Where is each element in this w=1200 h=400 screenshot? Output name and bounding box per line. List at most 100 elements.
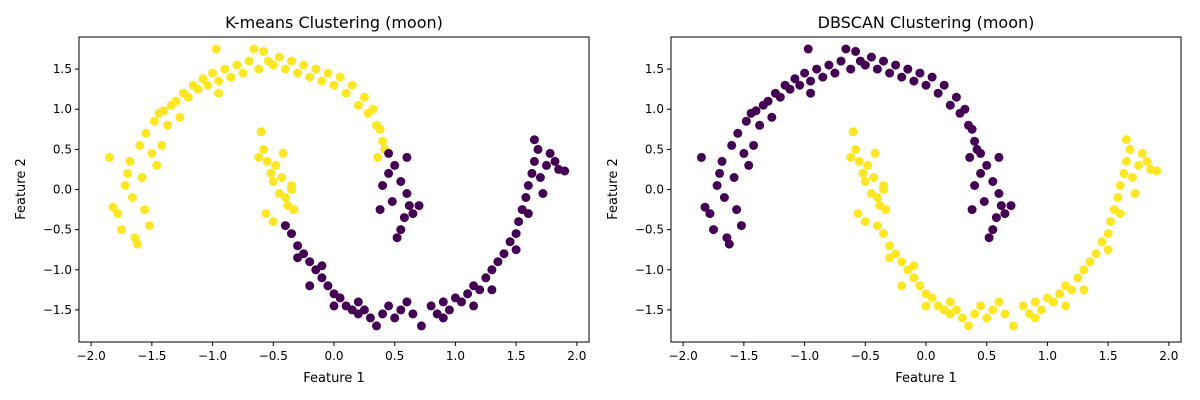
scatter-point bbox=[739, 148, 749, 158]
scatter-point bbox=[1000, 309, 1010, 319]
scatter-point bbox=[979, 197, 989, 206]
scatter-point bbox=[1000, 209, 1010, 219]
scatter-point bbox=[869, 173, 879, 182]
scatter-point bbox=[317, 273, 327, 283]
scatter-point bbox=[976, 168, 986, 178]
scatter-point bbox=[493, 257, 503, 267]
scatter-point bbox=[1113, 193, 1123, 202]
scatter-point bbox=[396, 225, 406, 235]
y-tick-label: 0.0 bbox=[53, 183, 72, 197]
scatter-point bbox=[853, 209, 863, 219]
scatter-point bbox=[341, 88, 351, 98]
scatter-point bbox=[1073, 273, 1083, 283]
scatter-point bbox=[885, 253, 895, 263]
scatter-point bbox=[933, 88, 943, 98]
scatter-point bbox=[408, 209, 418, 219]
scatter-point bbox=[365, 313, 375, 323]
scatter-point bbox=[280, 221, 290, 231]
scatter-point bbox=[705, 209, 715, 219]
scatter-point bbox=[960, 104, 970, 114]
scatter-point bbox=[254, 64, 264, 74]
scatter-point bbox=[1079, 265, 1089, 275]
scatter-point bbox=[1061, 301, 1071, 311]
scatter-point bbox=[375, 205, 385, 215]
scatter-point bbox=[390, 160, 400, 170]
scatter-point bbox=[183, 92, 193, 102]
scatter-point bbox=[144, 221, 154, 231]
y-tick-label: 0.5 bbox=[53, 142, 72, 156]
scatter-point bbox=[280, 64, 290, 74]
scatter-point bbox=[226, 72, 236, 82]
scatter-point bbox=[872, 193, 882, 202]
scatter-point bbox=[767, 112, 777, 122]
scatter-point bbox=[329, 301, 339, 311]
scatter-point bbox=[879, 185, 888, 194]
scatter-point bbox=[311, 64, 321, 74]
scatter-point bbox=[712, 181, 722, 190]
scatter-point bbox=[1049, 297, 1058, 307]
scatter-point bbox=[152, 160, 162, 170]
scatter-point bbox=[542, 160, 551, 170]
scatter-point bbox=[359, 92, 369, 102]
scatter-point bbox=[715, 168, 725, 178]
scatter-point bbox=[396, 305, 406, 315]
y-tick-label: −1.5 bbox=[635, 303, 664, 317]
scatter-point bbox=[171, 96, 181, 106]
scatter-point bbox=[1103, 229, 1113, 239]
scatter-point bbox=[994, 189, 1004, 198]
scatter-point bbox=[897, 257, 907, 267]
scatter-point bbox=[426, 301, 436, 311]
x-tick-label: 2.0 bbox=[567, 349, 586, 363]
scatter-point bbox=[795, 80, 805, 90]
scatter-point bbox=[353, 297, 363, 307]
scatter-point bbox=[457, 297, 466, 307]
scatter-point bbox=[970, 181, 980, 190]
scatter-point bbox=[751, 106, 761, 116]
scatter-point bbox=[550, 156, 560, 166]
scatter-point bbox=[261, 209, 271, 219]
scatter-point bbox=[254, 152, 264, 162]
scatter-point bbox=[317, 261, 327, 271]
x-ticks: −2.0 −1.5 −1.0 −0.5 0.0 0.5 1.0 1.5 2.0 bbox=[77, 342, 586, 363]
scatter-point bbox=[438, 313, 448, 323]
scatter-point bbox=[1106, 217, 1116, 227]
scatter-point bbox=[921, 80, 931, 90]
scatter-point bbox=[903, 64, 913, 74]
scatter-point bbox=[982, 160, 992, 170]
scatter-point bbox=[329, 80, 339, 90]
scatter-point bbox=[763, 96, 773, 106]
scatter-point bbox=[957, 313, 967, 323]
scatter-point bbox=[529, 156, 539, 166]
scatter-point bbox=[147, 148, 157, 158]
x-ticks: −2.0 −1.5 −1.0 −0.5 0.0 0.5 1.0 1.5 2.0 bbox=[669, 342, 1178, 363]
scatter-point bbox=[463, 289, 473, 299]
scatter-point bbox=[863, 160, 873, 170]
scatter-point bbox=[909, 76, 919, 86]
scatter-point bbox=[387, 197, 397, 206]
scatter-point bbox=[696, 152, 706, 162]
scatter-point bbox=[378, 136, 388, 146]
scatter-point bbox=[741, 116, 751, 126]
scatter-point bbox=[1085, 257, 1095, 267]
scatter-point bbox=[232, 60, 242, 70]
scatter-point bbox=[140, 205, 150, 215]
scatter-point bbox=[244, 56, 254, 66]
scatter-point bbox=[755, 120, 765, 130]
scatter-point bbox=[984, 233, 994, 243]
scatter-point bbox=[1008, 321, 1018, 331]
y-tick-label: 1.0 bbox=[645, 102, 664, 116]
scatter-point bbox=[881, 205, 891, 215]
scatter-point bbox=[1134, 160, 1143, 170]
scatter-point bbox=[991, 213, 1001, 223]
scatter-point bbox=[790, 74, 800, 84]
scatter-point bbox=[803, 44, 813, 54]
scatter-point bbox=[982, 313, 992, 323]
scatter-point bbox=[305, 257, 315, 267]
scatter-point bbox=[444, 305, 454, 315]
scatter-point bbox=[1115, 181, 1125, 190]
scatter-point bbox=[1119, 168, 1129, 178]
scatter-point bbox=[733, 128, 743, 138]
x-tick-label: −0.5 bbox=[851, 349, 880, 363]
scatter-point bbox=[527, 168, 537, 178]
scatter-point bbox=[137, 173, 147, 182]
